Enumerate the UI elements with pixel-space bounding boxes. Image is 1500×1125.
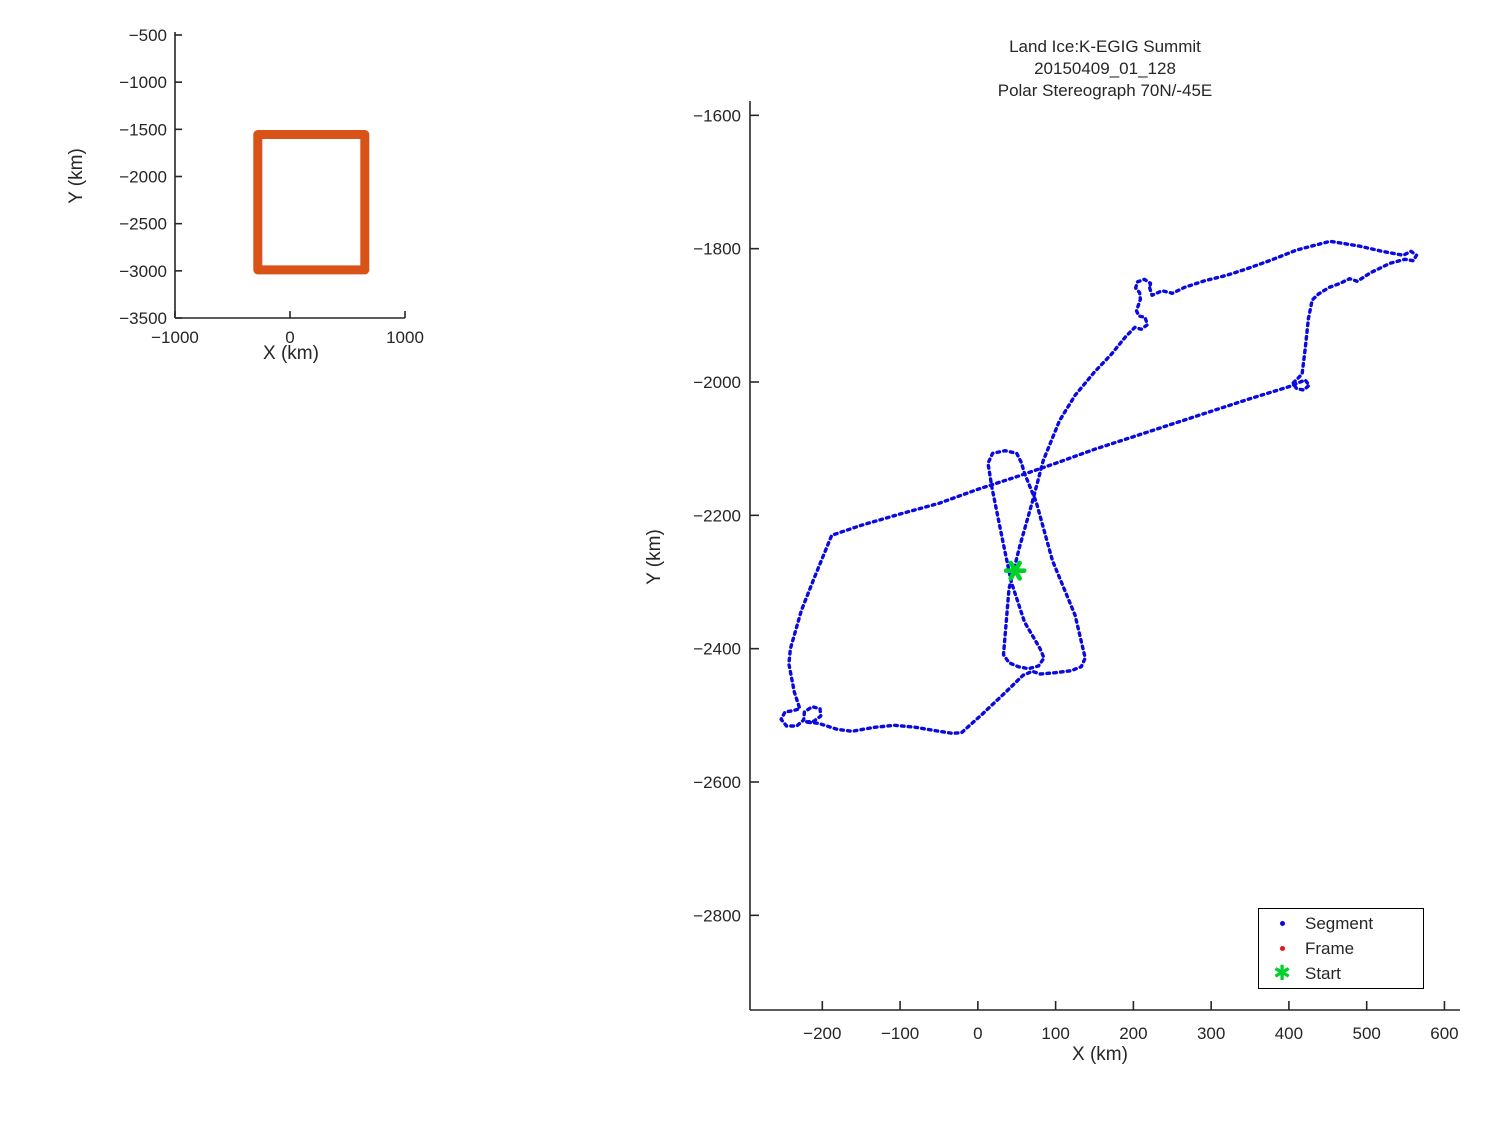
x-tick-label: 100 — [1041, 1024, 1069, 1043]
title-line-mission: Land Ice:K-EGIG Summit — [1009, 37, 1201, 56]
x-tick-label: 400 — [1275, 1024, 1303, 1043]
y-tick-label: −1800 — [693, 240, 741, 259]
x-tick-label: 500 — [1352, 1024, 1380, 1043]
segment-dot-icon — [1279, 921, 1285, 926]
flight-plot-xlabel: X (km) — [1072, 1044, 1128, 1065]
legend-item-frame: Frame — [1259, 936, 1423, 961]
coverage_map-axes — [174, 32, 406, 319]
flight-plot-ylabel: Y (km) — [644, 529, 665, 585]
legend-box: Segment Frame ✱ Start — [1258, 908, 1424, 989]
title-line-projection: Polar Stereograph 70N/-45E — [997, 81, 1213, 100]
frame-dot-icon — [1279, 946, 1285, 951]
start-marker — [1003, 560, 1027, 581]
y-tick-label: −1500 — [119, 120, 167, 139]
x-tick-label: −100 — [881, 1024, 919, 1043]
y-tick-label: −500 — [129, 26, 167, 45]
y-tick-label: −2600 — [693, 773, 741, 792]
legend-label-start: Start — [1305, 963, 1341, 983]
legend-label-frame: Frame — [1305, 938, 1355, 958]
y-tick-label: −2000 — [119, 168, 167, 187]
x-tick-label: 200 — [1119, 1024, 1147, 1043]
y-tick-label: −1600 — [693, 106, 741, 125]
mini-map-xlabel: X (km) — [263, 343, 319, 364]
coverage_map-plot: −1000 0 1000 −500 −1000 −1500 −2000 −2500 −3000 −… — [119, 26, 424, 347]
start-asterisk-icon: ✱ — [1273, 962, 1291, 985]
title-line-flight-id: 20150409_01_128 — [1034, 59, 1176, 78]
x-tick-label: −1000 — [151, 328, 199, 347]
y-tick-label: −3000 — [119, 262, 167, 281]
legend-item-segment: Segment — [1259, 911, 1423, 936]
y-tick-label: −3500 — [119, 309, 167, 328]
mini-map-ylabel: Y (km) — [66, 148, 87, 204]
flight_track-axes — [749, 101, 1460, 1011]
x-tick-label: −200 — [803, 1024, 841, 1043]
legend-item-start: ✱ Start — [1259, 961, 1423, 986]
y-tick-label: −2000 — [693, 373, 741, 392]
flight_track-plot: −200 −100 0 100 200 300 400 500 600 −1600 −1800 −20… — [693, 101, 1460, 1043]
flight-plot-title: Land Ice:K-EGIG Summit 20150409_01_128 P… — [750, 36, 1460, 102]
segment-path — [779, 239, 1419, 735]
y-tick-label: −2800 — [693, 906, 741, 925]
x-tick-label: 300 — [1197, 1024, 1225, 1043]
x-tick-label: 600 — [1430, 1024, 1458, 1043]
legend-label-segment: Segment — [1305, 913, 1374, 933]
x-tick-label: 1000 — [386, 328, 424, 347]
y-tick-label: −2200 — [693, 506, 741, 525]
y-tick-label: −1000 — [119, 73, 167, 92]
x-tick-label: 0 — [285, 328, 294, 347]
x-tick-label: 0 — [973, 1024, 982, 1043]
coverage-extent-box-path — [253, 130, 370, 275]
y-tick-label: −2400 — [693, 640, 741, 659]
y-tick-label: −2500 — [119, 215, 167, 234]
